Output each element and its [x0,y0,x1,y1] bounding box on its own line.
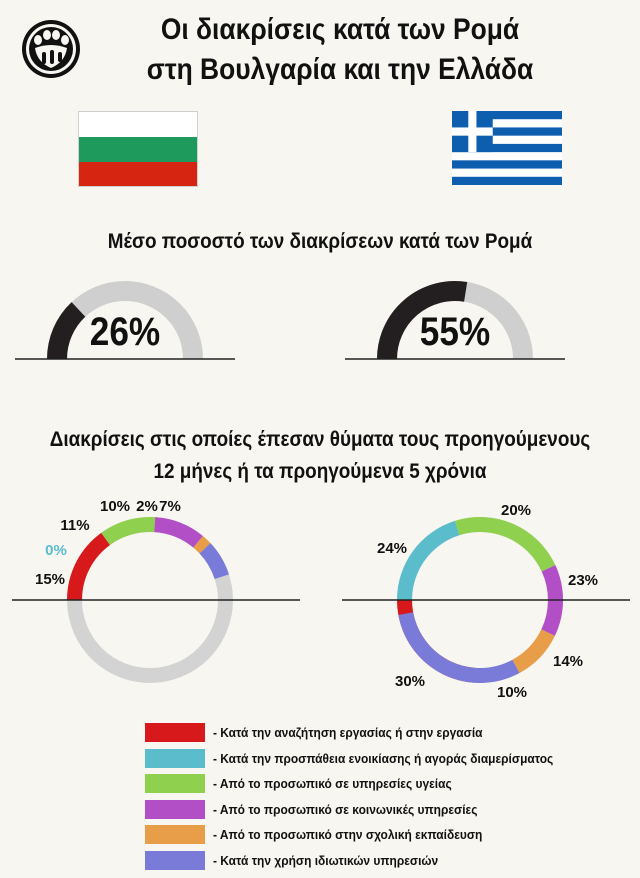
data-label: 2% [136,498,158,515]
section2-title-line-1: Διακρίσεις στις οποίες έπεσαν θύματα του… [49,428,591,451]
donut-segment [398,612,520,683]
legend: - Κατά την αναζήτηση εργασίας ή στην εργ… [145,720,625,873]
bulgaria-flag-icon [78,111,198,187]
donut-segment [199,543,229,579]
donut-segment [154,517,203,548]
data-label: 20% [501,502,531,519]
legend-item: - Από το προσωπικό σε υπηρεσίες υγείας [145,771,625,797]
legend-label: - Κατά την προσπάθεια ενοικίασης ή αγορά… [213,750,554,766]
data-label: 24% [377,540,407,557]
data-label: 10% [100,498,130,515]
legend-label: - Κατά την αναζήτηση εργασίας ή στην εργ… [213,725,483,741]
data-label: 10% [497,684,527,701]
gauge-value-label: 55% [419,310,491,354]
legend-item: - Κατά την προσπάθεια ενοικίασης ή αγορά… [145,746,625,772]
legend-swatch [145,748,205,768]
legend-label: - Κατά την χρήση ιδιωτικών υπηρεσιών [213,852,439,868]
data-label: 7% [159,498,181,515]
legend-swatch [145,774,205,794]
gauge-greece: 55% [345,270,565,370]
donut-segment [512,629,555,674]
donut-segment [454,517,556,572]
donut-greece: 24% 20% 23% 14% 10% 30% [342,502,630,701]
section2-title-line-2: 12 μήνες ή τα προηγούμενα 5 χρόνια [153,460,487,483]
legend-label: - Από το προσωπικό στην σχολική εκπαίδευ… [213,827,483,843]
greece-flag-icon [452,111,562,185]
legend-swatch [145,723,205,743]
donut-segment [101,517,156,545]
data-label: 23% [568,572,598,589]
legend-item: - Από το προσωπικό στην σχολική εκπαίδευ… [145,822,625,848]
gauge-fill [47,302,86,360]
section2-title: Διακρίσεις στις οποίες έπεσαν θύματα του… [32,424,608,488]
data-label: 0% [45,542,67,559]
data-label: 14% [553,653,583,670]
page-title: Οι διακρίσεις κατά των Ρομά στη Βουλγαρί… [120,10,560,90]
donut-segment [193,536,211,554]
legend-swatch [145,825,205,845]
legend-item: - Κατά την αναζήτηση εργασίας ή στην εργ… [145,720,625,746]
title-line-2: στη Βουλγαρία και την Ελλάδα [146,53,534,86]
legend-item: - Από το προσωπικό σε κοινωνικές υπηρεσί… [145,797,625,823]
gauge-value-label: 26% [89,310,161,354]
logo-icon [22,20,80,78]
legend-swatch [145,850,205,870]
legend-label: - Από το προσωπικό σε κοινωνικές υπηρεσί… [213,801,478,817]
legend-swatch [145,799,205,819]
donut-segment [67,532,111,600]
donut-segment [397,520,460,600]
title-line-1: Οι διακρίσεις κατά των Ρομά [160,13,520,46]
gauge-fill [377,281,468,360]
section1-title: Μέσο ποσοστό των διακρίσεων κατά των Ρομ… [107,230,533,253]
donut-bulgaria: 15% 0% 11% 10% 2% 7% [12,498,300,683]
data-label: 30% [395,673,425,690]
data-label: 11% [60,517,89,534]
data-label: 15% [35,571,65,588]
legend-label: - Από το προσωπικό σε υπηρεσίες υγείας [213,776,452,792]
gauge-bulgaria: 26% [15,270,235,370]
legend-item: - Κατά την χρήση ιδιωτικών υπηρεσιών [145,848,625,874]
